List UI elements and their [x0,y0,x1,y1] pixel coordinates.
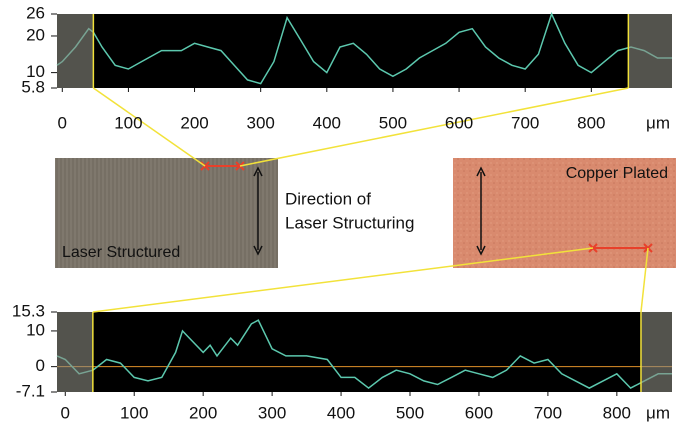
connector [92,87,206,167]
x-axis-unit: μm [646,403,670,422]
x-tick-label: 100 [114,113,142,132]
x-tick-label: 600 [445,113,473,132]
x-tick-label: 0 [58,113,67,132]
connector [92,247,594,313]
excluded-region [628,14,672,88]
excluded-region [57,312,93,392]
x-tick-label: 800 [603,403,631,422]
y-tick-label: 10 [26,320,45,339]
excluded-region [57,14,94,88]
x-tick-label: 500 [379,113,407,132]
x-tick-label: 400 [327,403,355,422]
y-tick-label: 20 [26,25,45,44]
x-axis-unit: μm [646,113,670,132]
direction-label: Laser Structuring [285,213,414,232]
x-tick-label: 200 [180,113,208,132]
image-label: Copper Plated [566,165,668,182]
x-tick-label: 700 [511,113,539,132]
laser-image [55,158,278,268]
x-tick-label: 500 [396,403,424,422]
connector [239,87,629,167]
x-tick-label: 200 [189,403,217,422]
x-tick-label: 600 [465,403,493,422]
connector [640,247,649,313]
y-tick-label: 0 [36,356,45,375]
image-label: Laser Structured [62,244,180,261]
x-tick-label: 100 [120,403,148,422]
y-tick-label: -7.1 [16,381,45,400]
y-tick-label: 10 [26,62,45,81]
arrows [253,166,486,256]
excluded-region [640,312,672,392]
profile-line [56,319,672,390]
x-tick-label: 800 [577,113,605,132]
direction-label: Direction of [285,189,371,208]
x-tick-label: 400 [313,113,341,132]
y-tick-label: 26 [26,3,45,22]
x-tick-label: 300 [258,403,286,422]
x-tick-label: 300 [246,113,274,132]
y-tick-label: 5.8 [21,77,45,96]
x-tick-label: 0 [61,403,70,422]
x-tick-label: 700 [534,403,562,422]
plot-area [57,14,672,88]
profile-line [56,11,672,85]
copper-image [453,158,676,268]
y-tick-label: 15.3 [12,301,45,320]
